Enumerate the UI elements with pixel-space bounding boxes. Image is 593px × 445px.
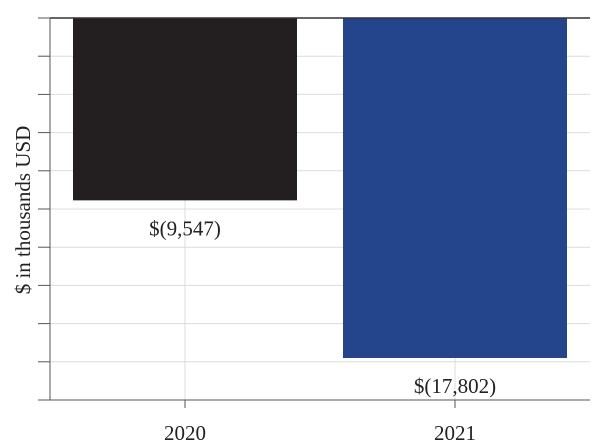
bar-2021 (343, 18, 567, 359)
x-tick-label-2021: 2021 (434, 421, 476, 445)
axes (38, 17, 590, 408)
labels: $(9,547) $(17,802) 2020 2021 (149, 216, 496, 445)
bar-2020 (73, 18, 297, 201)
x-tick-label-2020: 2020 (164, 421, 206, 445)
bars (73, 18, 567, 359)
data-label-2020: $(9,547) (149, 216, 221, 240)
y-axis-title: $ in thousands USD (11, 126, 35, 295)
data-label-2021: $(17,802) (414, 374, 496, 398)
